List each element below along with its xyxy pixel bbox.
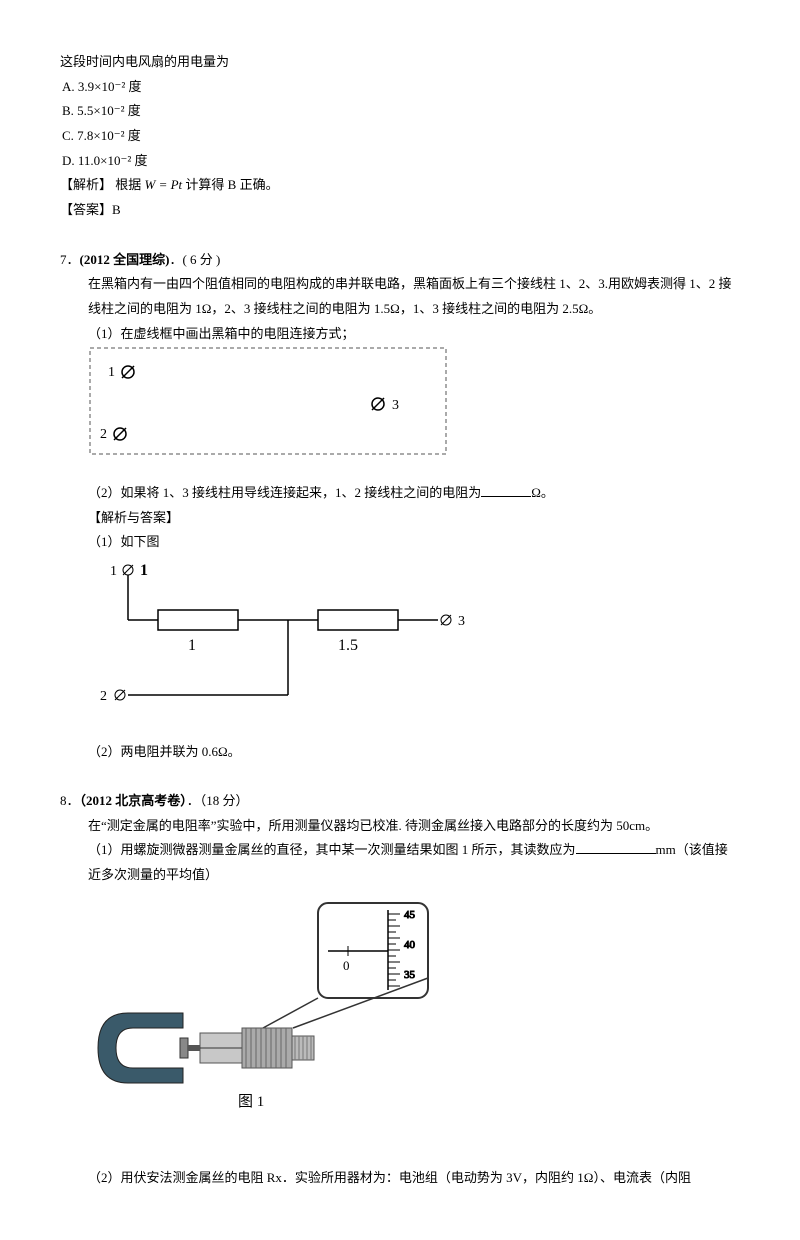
svg-text:40: 40 xyxy=(404,939,416,951)
svg-text:1: 1 xyxy=(108,365,115,380)
svg-text:1: 1 xyxy=(188,637,196,654)
svg-text:45: 45 xyxy=(404,909,416,921)
svg-text:1: 1 xyxy=(140,562,148,579)
q7-sol1: （1）如下图 xyxy=(88,530,740,555)
q6-analysis: 【解析】 根据 W = Pt 计算得 B 正确。 xyxy=(60,173,740,198)
q6-optA: A. 3.9×10⁻² 度 xyxy=(62,75,740,100)
q7-circuit-diagram: 1 1 1 2 1.5 3 xyxy=(88,555,740,715)
fig1-label: 图 1 xyxy=(238,1088,740,1117)
analysis-label: 【解析】 根据 xyxy=(60,177,141,192)
q8-part2: （2）用伏安法测金属丝的电阻 Rx．实验所用器材为：电池组（电动势为 3V，内阻… xyxy=(88,1166,740,1191)
q8-figure1: 0 45 40 35 图 1 xyxy=(88,898,740,1117)
q6-optD: D. 11.0×10⁻² 度 xyxy=(62,149,740,174)
analysis-tail: 计算得 B 正确。 xyxy=(185,177,278,192)
q7-sol2: （2）两电阻并联为 0.6Ω。 xyxy=(88,740,740,765)
q7-part1: （1）在虚线框中画出黑箱中的电阻连接方式； xyxy=(88,322,740,347)
q6-optC: C. 7.8×10⁻² 度 xyxy=(62,124,740,149)
q7-stem: 在黑箱内有一由四个阻值相同的电阻构成的串并联电路，黑箱面板上有三个接线柱 1、2… xyxy=(88,272,740,321)
q7-part2-a: （2）如果将 1、3 接线柱用导线连接起来，1、2 接线柱之间的电阻为 xyxy=(88,485,481,500)
svg-text:3: 3 xyxy=(458,614,465,629)
q8-stem: 在“测定金属的电阻率”实验中，所用测量仪器均已校准. 待测金属丝接入电路部分的长… xyxy=(88,814,740,839)
svg-text:35: 35 xyxy=(404,969,416,981)
q6-stem: 这段时间内电风扇的用电量为 xyxy=(60,50,740,75)
q8-part1: （1）用螺旋测微器测量金属丝的直径，其中某一次测量结果如图 1 所示，其读数应为… xyxy=(88,838,740,887)
q7-sol-label: 【解析与答案】 xyxy=(88,506,740,531)
blank-field xyxy=(481,483,531,497)
svg-text:2: 2 xyxy=(100,427,107,442)
q6-answer: 【答案】B xyxy=(60,198,740,223)
q8-header: 8．（2012 北京高考卷）．（18 分） xyxy=(60,789,740,814)
q7-part2-b: Ω。 xyxy=(531,485,554,500)
svg-text:1: 1 xyxy=(110,564,117,579)
q8-source: （2012 北京高考卷） xyxy=(80,793,187,808)
q8-num: 8． xyxy=(60,793,80,808)
q8-part2-text: （2）用伏安法测金属丝的电阻 Rx．实验所用器材为：电池组（电动势为 3V，内阻… xyxy=(88,1170,691,1185)
q7-points: ．( 6 分 ) xyxy=(169,252,220,267)
analysis-formula: W = Pt xyxy=(145,177,183,192)
q6-optB: B. 5.5×10⁻² 度 xyxy=(62,99,740,124)
q7-header: 7．(2012 全国理综)．( 6 分 ) xyxy=(60,248,740,273)
blank-field xyxy=(576,840,656,854)
q7-blackbox-diagram: 1 2 3 xyxy=(88,346,740,456)
svg-text:2: 2 xyxy=(100,689,107,704)
q7-num: 7． xyxy=(60,252,80,267)
svg-text:0: 0 xyxy=(343,958,350,973)
svg-text:1.5: 1.5 xyxy=(338,637,358,654)
q7-source: (2012 全国理综) xyxy=(80,252,170,267)
q8-part1-a: （1）用螺旋测微器测量金属丝的直径，其中某一次测量结果如图 1 所示，其读数应为 xyxy=(88,842,576,857)
svg-text:3: 3 xyxy=(392,398,399,413)
q7-part2: （2）如果将 1、3 接线柱用导线连接起来，1、2 接线柱之间的电阻为 Ω。 xyxy=(88,481,740,506)
q8-points: ．（18 分） xyxy=(187,793,249,808)
